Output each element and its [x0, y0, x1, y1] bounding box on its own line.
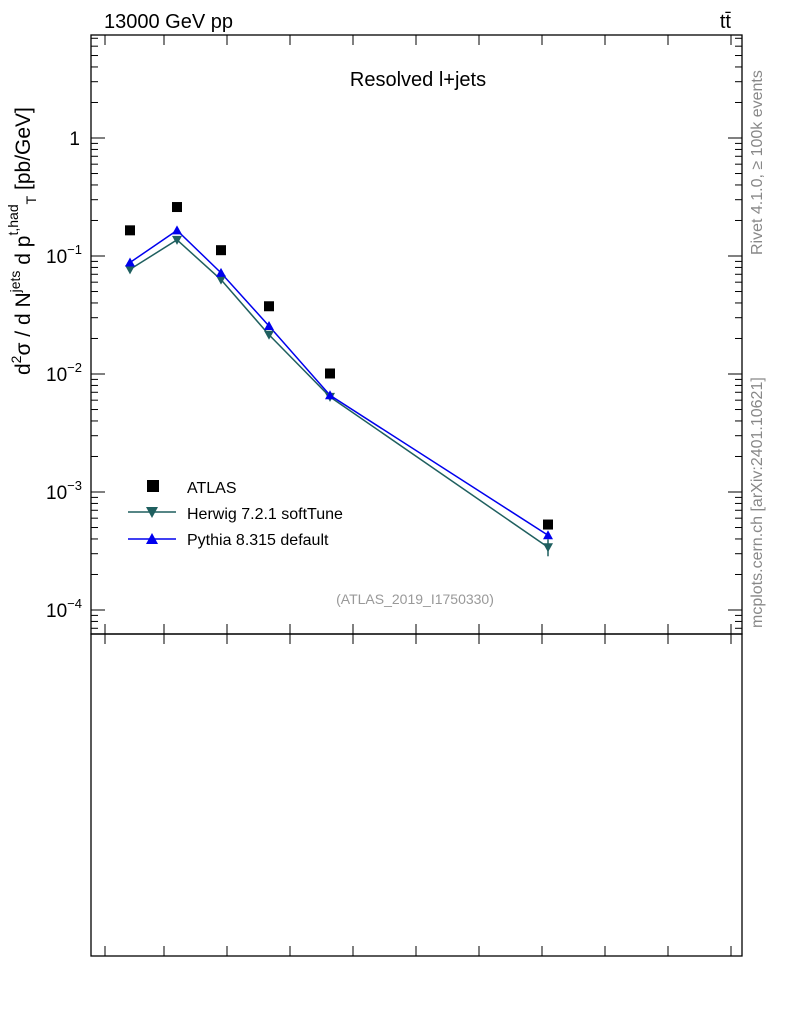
process-label: tt̄ [720, 11, 732, 33]
analysis-id: (ATLAS_2019_I1750330) [336, 591, 494, 607]
ratio-plot-frame [90, 633, 743, 957]
atlas-data-point [264, 301, 274, 312]
pythia-data-point [325, 390, 335, 400]
pythia-data-point [216, 267, 226, 277]
energy-label: 13000 GeV pp [104, 11, 233, 33]
atlas-data-point [543, 519, 553, 530]
legend-herwig-marker [146, 507, 158, 518]
y-tick-label: 10−1 [46, 242, 82, 268]
y-axis-label: d2σ / d Njets d pt,hadT [pb/GeV] [5, 107, 39, 375]
legend-pythia-marker [146, 533, 158, 544]
y-tick-label: 10−3 [46, 478, 82, 504]
legend: ATLAS Herwig 7.2.1 softTune Pythia 8.315… [128, 480, 343, 549]
series-line-2 [129, 229, 549, 536]
series-layer [125, 202, 553, 557]
y-label-sup2: 2 [8, 355, 24, 363]
y-tick-labels: 10−4 10−3 10−2 10−1 1 [46, 129, 82, 622]
legend-herwig-label: Herwig 7.2.1 softTune [187, 506, 343, 523]
mcplots-label: mcplots.cern.ch [arXiv:2401.10621] [749, 377, 766, 628]
axis-ticks [91, 35, 742, 956]
legend-atlas-marker [147, 480, 159, 492]
herwig-data-point [125, 265, 135, 275]
legend-pythia-label: Pythia 8.315 default [187, 532, 329, 549]
legend-atlas-label: ATLAS [187, 480, 237, 497]
y-label-thad: t,had [5, 204, 21, 235]
atlas-data-point [172, 202, 182, 213]
herwig-data-point [264, 330, 274, 340]
atlas-data-point [216, 245, 226, 256]
rivet-version-label: Rivet 4.1.0, ≥ 100k events [749, 70, 766, 255]
y-label-d: d [12, 363, 35, 375]
y-label-sigma: σ / d N [12, 292, 35, 355]
y-tick-label: 10−2 [46, 360, 82, 386]
herwig-data-point [543, 543, 553, 553]
pythia-data-point [125, 257, 135, 267]
y-label-units: [pb/GeV] [12, 107, 35, 196]
chart-title: Resolved l+jets [350, 69, 486, 91]
herwig-data-point [216, 275, 226, 285]
y-tick-label: 10−4 [46, 596, 82, 622]
pythia-data-point [543, 530, 553, 540]
series-line-1 [129, 238, 549, 548]
y-label-dp: d p [12, 236, 35, 271]
pythia-data-point [172, 225, 182, 235]
y-label-T: T [23, 195, 39, 204]
herwig-data-point [172, 235, 182, 245]
y-label-jets: jets [7, 271, 23, 294]
atlas-data-point [325, 368, 335, 379]
pythia-data-point [264, 321, 274, 331]
y-tick-label: 1 [69, 129, 80, 150]
atlas-data-point [125, 225, 135, 236]
